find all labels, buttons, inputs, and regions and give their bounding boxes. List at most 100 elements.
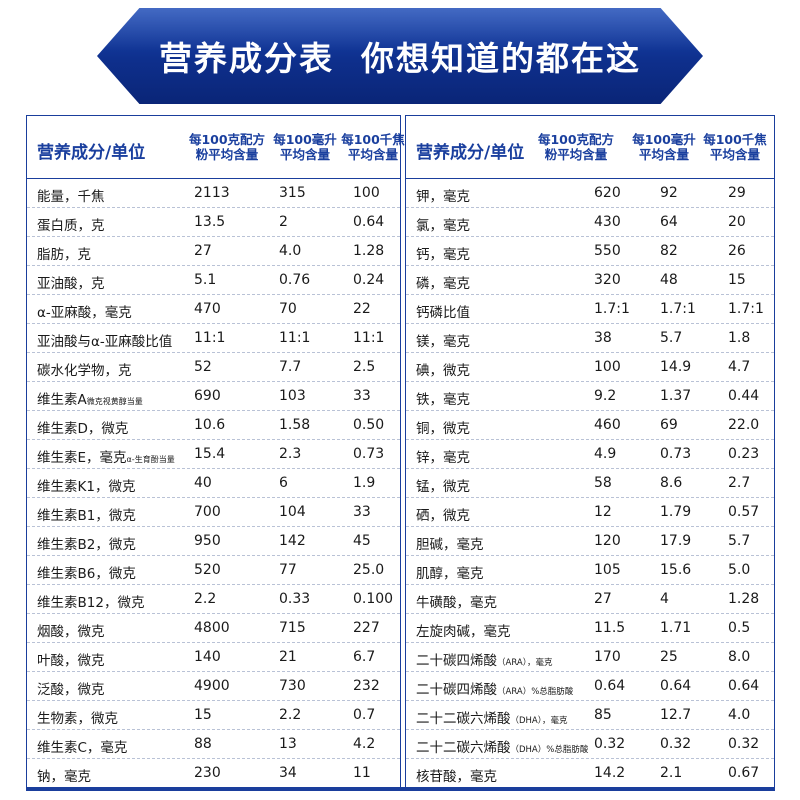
table-row: 镁，毫克 38 5.7 1.8 xyxy=(406,324,774,353)
value-per-100ml: 6 xyxy=(279,475,288,491)
value-per-100g: 4800 xyxy=(194,620,230,636)
value-per-100kj: 0.7 xyxy=(353,707,376,723)
value-per-100kj: 4.7 xyxy=(728,359,751,375)
nutrient-name: 牛磺酸，毫克 xyxy=(416,595,497,611)
value-per-100kj: 20 xyxy=(728,214,746,230)
value-per-100kj: 33 xyxy=(353,504,371,520)
nutrient-unit-note: （ARA），毫克 xyxy=(497,658,553,668)
value-per-100ml: 4 xyxy=(660,591,669,607)
nutrient-name: 二十碳四烯酸（ARA），毫克 xyxy=(416,653,553,669)
value-per-100kj: 8.0 xyxy=(728,649,751,665)
table-row: 磷，毫克 320 48 15 xyxy=(406,266,774,295)
value-per-100ml: 25 xyxy=(660,649,678,665)
value-per-100g: 320 xyxy=(594,272,621,288)
table-row: 钙磷比值 1.7:1 1.7:1 1.7:1 xyxy=(406,295,774,324)
nutrition-table-right: 营养成分/单位 每100克配方 粉平均含量 每100毫升 平均含量 每100千焦 平均… xyxy=(405,115,775,790)
nutrient-name: 生物素，微克 xyxy=(37,711,118,727)
nutrient-name: 钾，毫克 xyxy=(416,189,470,205)
header-per-100kj: 每100千焦 平均含量 xyxy=(703,132,767,162)
header-per-100g: 每100克配方 粉平均含量 xyxy=(188,132,266,162)
table-row: 烟酸，微克 4800 715 227 xyxy=(27,614,400,643)
value-per-100ml: 715 xyxy=(279,620,306,636)
header-per-100ml: 每100毫升 平均含量 xyxy=(632,132,696,162)
value-per-100g: 13.5 xyxy=(194,214,226,230)
value-per-100g: 38 xyxy=(594,330,612,346)
nutrient-name: 钙，毫克 xyxy=(416,247,470,263)
nutrient-name: 锰，微克 xyxy=(416,479,470,495)
table-row: 维生素K1，微克 40 6 1.9 xyxy=(27,469,400,498)
value-per-100ml: 142 xyxy=(279,533,306,549)
nutrient-name: 维生素D，微克 xyxy=(37,421,129,437)
table-row: 碳水化学物，克 52 7.7 2.5 xyxy=(27,353,400,382)
value-per-100kj: 0.67 xyxy=(728,765,760,781)
value-per-100ml: 4.0 xyxy=(279,243,302,259)
value-per-100kj: 227 xyxy=(353,620,380,636)
value-per-100g: 52 xyxy=(194,359,212,375)
nutrient-name: 维生素K1，微克 xyxy=(37,479,136,495)
nutrient-name: 钠，毫克 xyxy=(37,769,91,785)
value-per-100ml: 1.58 xyxy=(279,417,311,433)
value-per-100g: 58 xyxy=(594,475,612,491)
table-row: 钾，毫克 620 92 29 xyxy=(406,179,774,208)
value-per-100kj: 15 xyxy=(728,272,746,288)
table-row: 硒，微克 12 1.79 0.57 xyxy=(406,498,774,527)
header-divider xyxy=(406,178,774,179)
nutrient-name: 核苷酸，毫克 xyxy=(416,769,497,785)
value-per-100ml: 82 xyxy=(660,243,678,259)
value-per-100g: 4.9 xyxy=(594,446,617,462)
value-per-100ml: 11:1 xyxy=(279,330,311,346)
nutrient-unit-note: （ARA）%总脂肪酸 xyxy=(497,687,574,697)
value-per-100ml: 315 xyxy=(279,185,306,201)
table-row: 锌，毫克 4.9 0.73 0.23 xyxy=(406,440,774,469)
table-row: 二十二碳六烯酸（DHA），毫克 85 12.7 4.0 xyxy=(406,701,774,730)
value-per-100ml: 7.7 xyxy=(279,359,302,375)
table-row: 肌醇，毫克 105 15.6 5.0 xyxy=(406,556,774,585)
nutrient-name: 维生素E，毫克α-生育酚当量 xyxy=(37,450,175,466)
nutrient-name: 硒，微克 xyxy=(416,508,470,524)
value-per-100ml: 2.3 xyxy=(279,446,302,462)
table-row: 核苷酸，毫克 14.2 2.1 0.67 xyxy=(406,759,774,788)
header-divider xyxy=(27,178,400,179)
nutrient-name: 肌醇，毫克 xyxy=(416,566,484,582)
nutrient-name: 二十碳四烯酸（ARA）%总脂肪酸 xyxy=(416,682,574,698)
nutrient-unit-note: 微克视黄醇当量 xyxy=(86,397,143,406)
value-per-100kj: 22 xyxy=(353,301,371,317)
nutrient-name: 磷，毫克 xyxy=(416,276,470,292)
table-row: 碘，微克 100 14.9 4.7 xyxy=(406,353,774,382)
value-per-100g: 230 xyxy=(194,765,221,781)
value-per-100g: 5.1 xyxy=(194,272,217,288)
value-per-100ml: 8.6 xyxy=(660,475,683,491)
value-per-100g: 2113 xyxy=(194,185,230,201)
value-per-100ml: 0.32 xyxy=(660,736,692,752)
table-row: 牛磺酸，毫克 27 4 1.28 xyxy=(406,585,774,614)
nutrient-name: 维生素B1，微克 xyxy=(37,508,136,524)
value-per-100kj: 5.7 xyxy=(728,533,751,549)
table-row: 生物素，微克 15 2.2 0.7 xyxy=(27,701,400,730)
value-per-100kj: 1.28 xyxy=(728,591,760,607)
bottom-border xyxy=(26,787,775,791)
value-per-100g: 0.32 xyxy=(594,736,626,752)
value-per-100ml: 77 xyxy=(279,562,297,578)
value-per-100kj: 0.64 xyxy=(728,678,760,694)
nutrient-name: 铜，微克 xyxy=(416,421,470,437)
value-per-100g: 100 xyxy=(594,359,621,375)
value-per-100ml: 12.7 xyxy=(660,707,692,723)
value-per-100kj: 1.9 xyxy=(353,475,376,491)
nutrient-name: 维生素B6，微克 xyxy=(37,566,136,582)
value-per-100kj: 2.5 xyxy=(353,359,376,375)
value-per-100kj: 29 xyxy=(728,185,746,201)
value-per-100g: 40 xyxy=(194,475,212,491)
value-per-100ml: 92 xyxy=(660,185,678,201)
header-per-100ml: 每100毫升 平均含量 xyxy=(273,132,337,162)
value-per-100ml: 2.1 xyxy=(660,765,683,781)
value-per-100ml: 1.79 xyxy=(660,504,692,520)
nutrient-name: 钙磷比值 xyxy=(416,305,470,321)
value-per-100kj: 0.24 xyxy=(353,272,385,288)
value-per-100g: 27 xyxy=(594,591,612,607)
value-per-100kj: 0.5 xyxy=(728,620,751,636)
header-per-100kj: 每100千焦 平均含量 xyxy=(341,132,405,162)
table-row: 维生素D，微克 10.6 1.58 0.50 xyxy=(27,411,400,440)
nutrient-name: 镁，毫克 xyxy=(416,334,470,350)
value-per-100ml: 21 xyxy=(279,649,297,665)
value-per-100kj: 25.0 xyxy=(353,562,385,578)
